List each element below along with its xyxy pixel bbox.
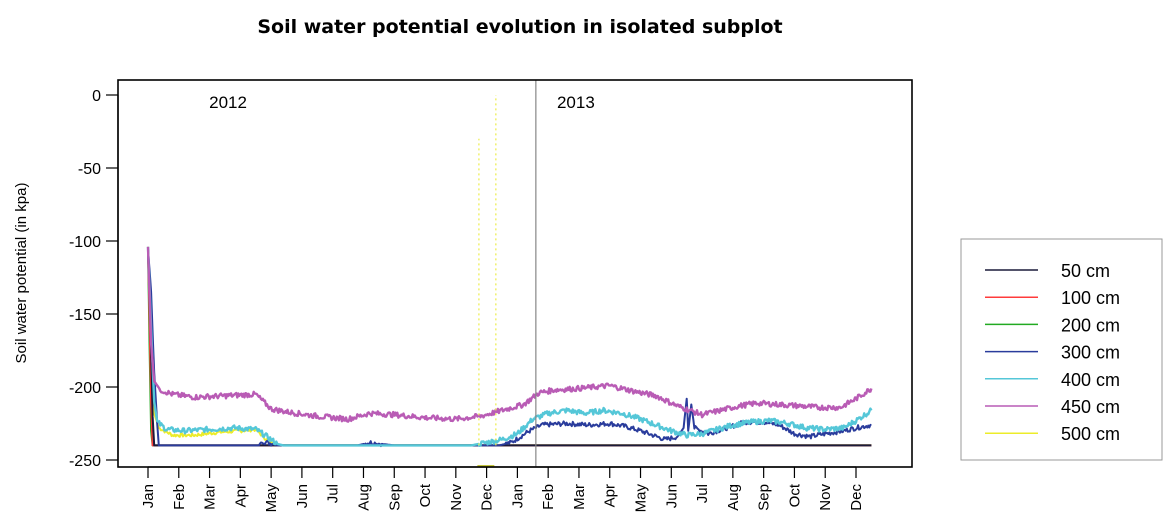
x-tick-label: Mar xyxy=(571,484,588,510)
y-tick-label: -250 xyxy=(69,453,101,470)
y-tick-label: -150 xyxy=(69,307,101,324)
x-tick-label: Nov xyxy=(448,484,465,511)
x-tick-label: Sep xyxy=(756,484,773,511)
x-tick-label: Oct xyxy=(786,483,803,507)
legend-label: 500 cm xyxy=(1061,424,1120,444)
annotation-layer: 2012 2013 xyxy=(209,80,595,467)
x-tick-label: Jul xyxy=(325,484,342,503)
x-tick-label: Aug xyxy=(355,484,372,511)
legend-items: 50 cm 100 cm 200 cm 300 cm 400 cm 450 cm 500 c… xyxy=(985,261,1120,444)
y-tick-label: -200 xyxy=(69,380,101,397)
legend: 50 cm 100 cm 200 cm 300 cm 400 cm 450 cm 500 c… xyxy=(960,238,1163,461)
x-tick-label: Mar xyxy=(202,484,219,510)
x-tick-label: Jan xyxy=(509,484,526,508)
x-tick-label: Jul xyxy=(694,484,711,503)
plot-area: 2012 2013 xyxy=(146,80,873,467)
x-tick-label: Dec xyxy=(479,484,496,511)
y-axis: 0 -50 -100 -150 -200 -250 xyxy=(69,88,119,470)
chart-title: Soil water potential evolution in isolat… xyxy=(257,16,782,38)
x-tick-label: May xyxy=(633,484,650,513)
y-axis-label: Soil water potential (in kpa) xyxy=(13,183,30,364)
series-line-200-cm xyxy=(147,252,872,447)
x-tick-label: Feb xyxy=(540,484,557,510)
series-line-300-cm xyxy=(147,248,872,448)
x-tick-label: Jan xyxy=(140,484,157,508)
x-tick-label: Apr xyxy=(232,484,249,507)
legend-label: 400 cm xyxy=(1061,370,1120,390)
x-tick-label: Dec xyxy=(848,484,865,511)
x-tick-label: May xyxy=(263,484,280,513)
legend-label: 200 cm xyxy=(1061,315,1120,335)
series-line-500-cm xyxy=(147,246,872,447)
legend-box xyxy=(960,238,1163,461)
year-label: 2012 xyxy=(209,93,247,112)
x-tick-label: Sep xyxy=(386,484,403,511)
series-line-450-cm xyxy=(146,246,873,423)
series-layer xyxy=(146,246,873,448)
legend-label: 50 cm xyxy=(1061,261,1110,281)
series-line-400-cm xyxy=(146,246,873,447)
x-tick-label: Nov xyxy=(817,484,834,511)
series-line-100-cm xyxy=(147,248,872,447)
x-tick-label: Oct xyxy=(417,483,434,507)
legend-label: 100 cm xyxy=(1061,288,1120,308)
y-tick-label: 0 xyxy=(92,88,101,105)
x-tick-label: Feb xyxy=(171,484,188,510)
x-tick-label: Aug xyxy=(725,484,742,511)
x-axis: Jan Feb Mar Apr May Jun Jul Aug Sep Oct Nov Dec Jan F… xyxy=(140,466,865,513)
x-tick-label: Jun xyxy=(663,484,680,508)
y-tick-label: -100 xyxy=(69,234,101,251)
y-tick-label: -50 xyxy=(78,161,101,178)
x-tick-label: Apr xyxy=(602,484,619,507)
legend-label: 450 cm xyxy=(1061,397,1120,417)
x-tick-label: Jun xyxy=(294,484,311,508)
year-label: 2013 xyxy=(557,93,595,112)
series-line-50-cm xyxy=(147,255,872,447)
plot-frame xyxy=(117,79,913,468)
legend-label: 300 cm xyxy=(1061,343,1120,363)
